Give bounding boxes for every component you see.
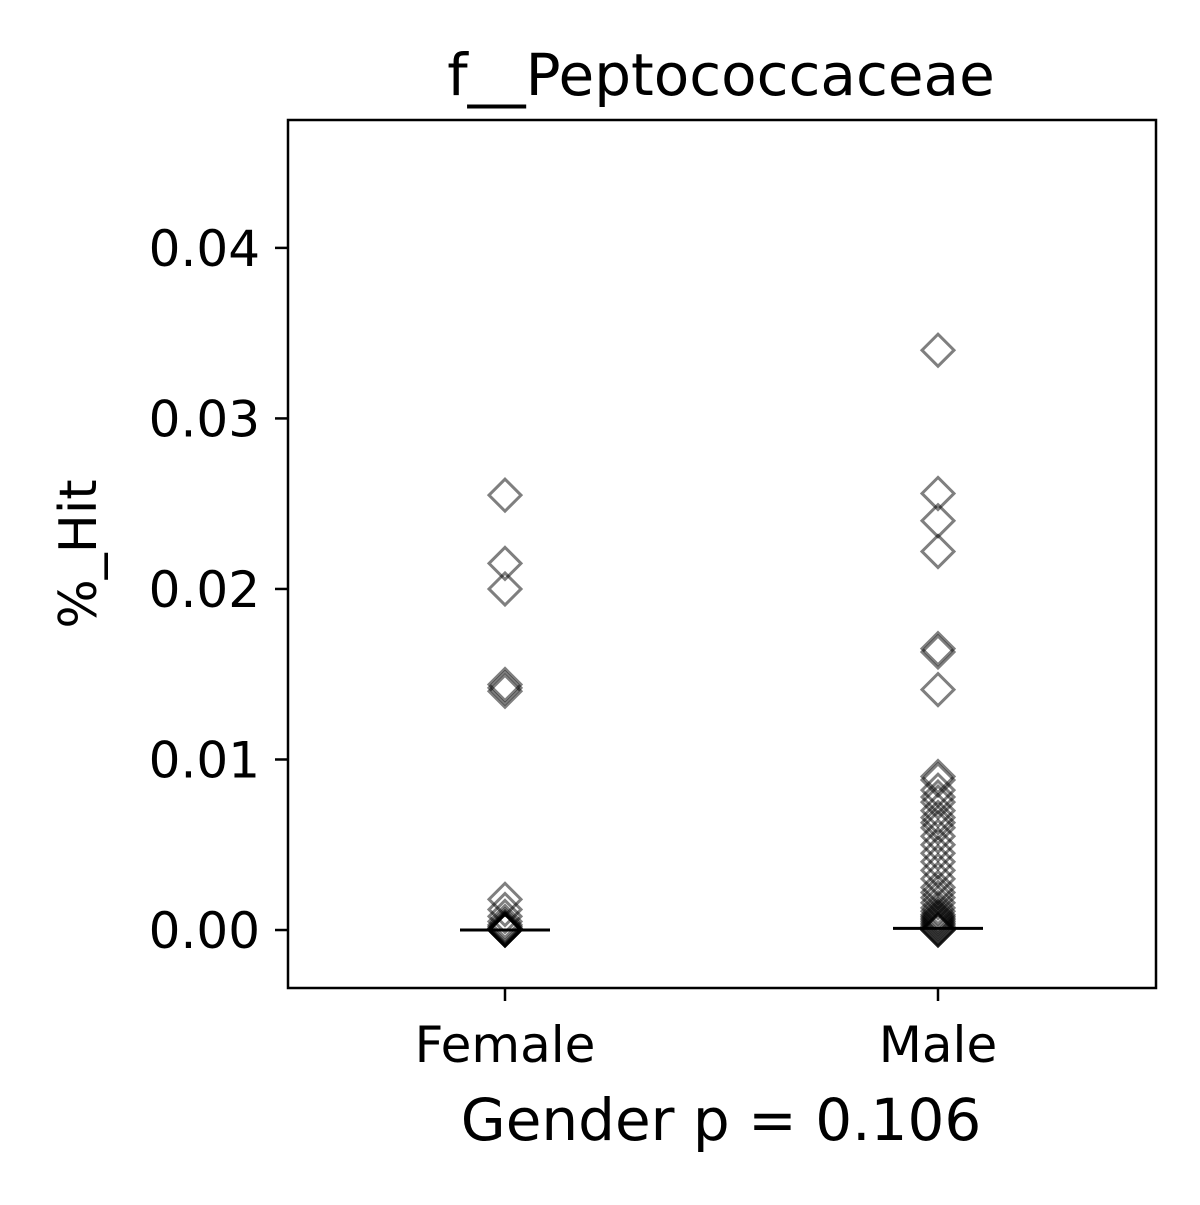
- data-point-male: [919, 911, 957, 949]
- y-axis: 0.00 0.01 0.02 0.03 0.04: [149, 220, 288, 960]
- median-lines: [460, 926, 983, 932]
- data-point-female: [486, 570, 524, 608]
- x-tick-label: Male: [879, 1016, 997, 1074]
- x-axis: Female Male: [415, 988, 997, 1074]
- data-points: [486, 332, 957, 949]
- data-point-female: [486, 666, 524, 703]
- data-point-female: [486, 898, 524, 935]
- data-point-female: [486, 891, 524, 928]
- data-point-female: [486, 669, 524, 706]
- data-point-female: [486, 911, 524, 949]
- data-point-male: [919, 889, 957, 926]
- y-tick-label: 0.01: [149, 731, 260, 789]
- data-point-male: [919, 533, 957, 570]
- data-point-male: [919, 671, 957, 708]
- y-axis-label: %_Hit: [49, 479, 109, 628]
- y-tick-label: 0.04: [149, 220, 260, 278]
- data-point-female: [486, 903, 524, 940]
- data-point-male: [919, 884, 957, 921]
- data-point-female: [486, 477, 524, 514]
- data-point-male: [919, 633, 957, 671]
- data-point-male: [919, 332, 957, 369]
- x-axis-label: Gender p = 0.106: [461, 1086, 982, 1154]
- data-point-female: [486, 545, 524, 582]
- y-tick-label: 0.02: [149, 561, 260, 619]
- data-point-male: [919, 630, 957, 667]
- data-point-male: [919, 799, 957, 836]
- plot-frame: [286, 118, 1158, 990]
- y-tick-label: 0.00: [149, 902, 260, 960]
- chart-title: f__Peptococcaceae: [447, 41, 995, 109]
- y-tick-label: 0.03: [149, 390, 260, 448]
- x-tick-label: Female: [415, 1016, 596, 1074]
- data-point-male: [919, 475, 957, 512]
- data-point-female: [486, 673, 524, 710]
